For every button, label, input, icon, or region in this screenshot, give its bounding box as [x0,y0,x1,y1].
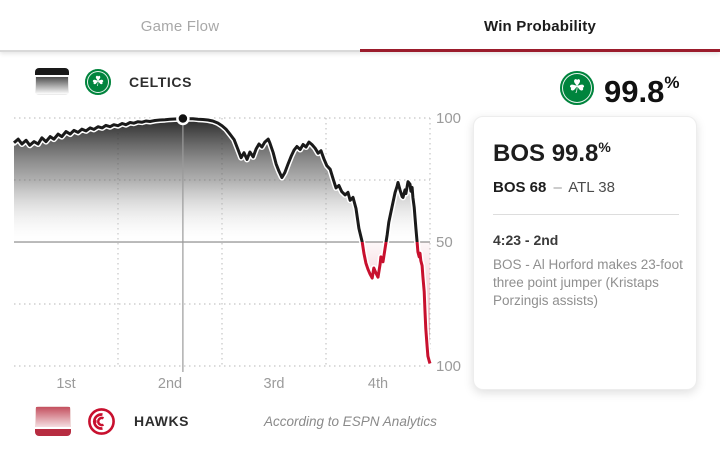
hawks-series-swatch-icon [35,406,71,436]
hawk-icon [88,407,115,435]
shamrock-icon: ☘ [568,77,586,98]
celtics-logo-icon: ☘ [560,70,594,105]
svg-text:100: 100 [436,358,461,375]
tooltip-win-pct: BOS 99.8% [493,139,611,167]
home-team-row: ☘ CELTICS [35,68,192,95]
svg-text:50: 50 [436,234,453,251]
celtics-series-swatch-icon [35,68,69,95]
home-score: BOS 68 [493,179,547,196]
score-dash: – [553,179,562,196]
percent-sign: % [664,73,680,92]
hover-tooltip-card: BOS 99.8% BOS 68 – ATL 38 4:23 - 2nd BOS… [473,116,697,390]
percent-sign: % [598,139,611,155]
svg-text:4th: 4th [368,376,388,392]
tab-bar: Game Flow Win Probability [0,0,720,52]
tab-game-flow-label: Game Flow [140,17,220,35]
win-pct-value: 99.8% [604,73,680,109]
tab-win-probability-label: Win Probability [483,17,597,35]
away-team-row: HAWKS [35,406,189,436]
hawks-logo-icon [87,407,116,436]
svg-text:2nd: 2nd [158,376,182,392]
celtics-logo-icon: ☘ [85,68,111,95]
away-score: ATL 38 [568,179,615,196]
away-team-label: HAWKS [134,413,190,429]
tooltip-divider [493,214,679,215]
tooltip-play-description: BOS - Al Horford makes 23-foot three poi… [493,257,683,309]
tooltip-score: BOS 68 – ATL 38 [493,179,682,196]
active-tab-underline [360,49,720,52]
tooltip-game-clock: 4:23 - 2nd [493,232,559,248]
home-team-label: CELTICS [129,73,193,90]
tab-win-probability[interactable]: Win Probability [360,0,720,52]
svg-text:3rd: 3rd [264,376,285,392]
attribution-text: According to ESPN Analytics [264,414,437,429]
shamrock-icon: ☘ [91,73,105,89]
svg-text:100: 100 [436,110,461,127]
svg-text:1st: 1st [56,376,75,392]
tab-game-flow[interactable]: Game Flow [0,0,360,52]
current-win-pct: ☘ 99.8% [560,66,679,109]
